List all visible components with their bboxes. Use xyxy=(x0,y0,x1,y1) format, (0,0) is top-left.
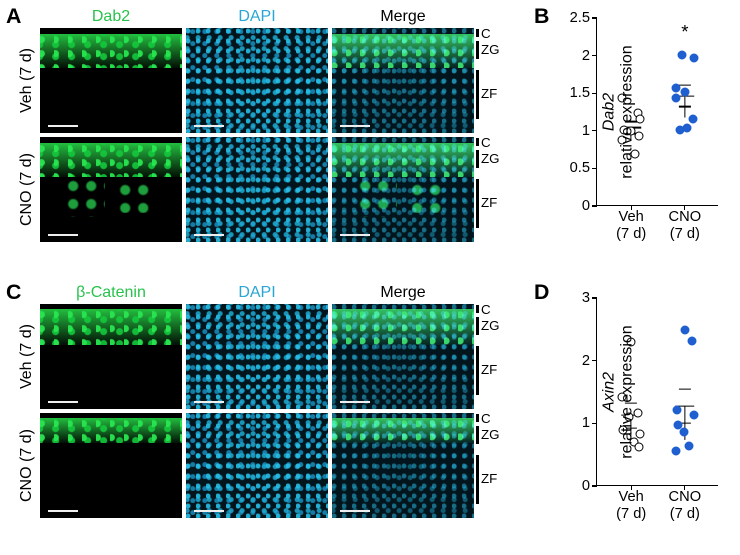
panel-label-B: B xyxy=(534,4,549,29)
micrograph-merge xyxy=(332,413,474,518)
y-tick-label: 0.5 xyxy=(570,160,590,176)
zone-label: ZG xyxy=(476,424,500,447)
micrograph-green xyxy=(40,137,182,242)
data-point xyxy=(675,125,684,134)
plot-D: 0123Veh (7 d)CNO (7 d)Axin2relative expr… xyxy=(596,298,718,486)
y-tick-label: 3 xyxy=(582,290,590,306)
zone-label: ZF xyxy=(476,447,500,512)
zone-label: C xyxy=(476,413,500,424)
micrograph-dapi xyxy=(186,304,328,409)
figure-root: ADab2DAPIMergeVeh (7 d)CZGZFCNO (7 d)CZG… xyxy=(0,0,740,555)
data-point xyxy=(636,429,645,438)
data-point xyxy=(672,405,681,414)
scale-bar xyxy=(194,401,224,403)
micrograph-row: Veh (7 d)CZGZF xyxy=(18,28,474,133)
row-label: CNO (7 d) xyxy=(18,137,36,242)
panel-label-D: D xyxy=(534,280,549,305)
micrograph-dapi xyxy=(186,413,328,518)
zone-label: ZF xyxy=(476,338,500,403)
col-label: Merge xyxy=(332,284,474,302)
zone-labels: CZGZF xyxy=(476,304,500,409)
micrograph-green xyxy=(40,304,182,409)
micrograph-row: Veh (7 d)CZGZF xyxy=(18,304,474,409)
micrograph-dapi xyxy=(186,137,328,242)
data-point xyxy=(671,94,680,103)
x-tick-label: CNO (7 d) xyxy=(669,205,702,243)
row-label: CNO (7 d) xyxy=(18,413,36,518)
data-point xyxy=(689,114,698,123)
scale-bar xyxy=(340,234,370,236)
scale-bar xyxy=(48,125,78,127)
scale-bar xyxy=(340,510,370,512)
col-label: Dab2 xyxy=(40,8,182,26)
micrograph-green xyxy=(40,413,182,518)
x-tick-label: Veh (7 d) xyxy=(616,205,646,243)
micrograph-dapi xyxy=(186,28,328,133)
zone-label: C xyxy=(476,28,500,39)
micrograph-merge xyxy=(332,137,474,242)
micrograph-col-headers: Dab2DAPIMerge xyxy=(18,8,474,26)
micrograph-green xyxy=(40,28,182,133)
data-point xyxy=(636,115,645,124)
micrograph-merge xyxy=(332,28,474,133)
data-point xyxy=(680,427,689,436)
scale-bar xyxy=(48,510,78,512)
y-tick-label: 1 xyxy=(582,415,590,431)
scale-bar xyxy=(48,234,78,236)
error-cap xyxy=(679,106,691,107)
row-label: Veh (7 d) xyxy=(18,304,36,409)
data-point xyxy=(689,410,698,419)
scale-bar xyxy=(194,125,224,127)
error-cap xyxy=(679,85,691,86)
data-point xyxy=(680,88,689,97)
micrograph-row: CNO (7 d)CZGZF xyxy=(18,137,474,242)
y-tick-label: 2 xyxy=(582,48,590,64)
significance-marker: * xyxy=(681,21,688,43)
micrograph-block-C: β-CateninDAPIMergeVeh (7 d)CZGZFCNO (7 d… xyxy=(18,284,474,518)
zone-label: C xyxy=(476,304,500,315)
zone-label: ZG xyxy=(476,39,500,62)
data-point xyxy=(678,50,687,59)
data-point xyxy=(687,336,696,345)
data-point xyxy=(680,325,689,334)
x-tick-label: CNO (7 d) xyxy=(669,485,702,523)
scale-bar xyxy=(194,234,224,236)
y-tick-label: 2 xyxy=(582,353,590,369)
y-tick-label: 1 xyxy=(582,123,590,139)
col-label: β-Catenin xyxy=(40,284,182,302)
col-label: Merge xyxy=(332,8,474,26)
zone-label: ZF xyxy=(476,62,500,127)
zone-label: ZG xyxy=(476,315,500,338)
scale-bar xyxy=(194,510,224,512)
micrograph-block-A: Dab2DAPIMerge Veh (7 d)CZGZFCNO (7 d)CZGZ… xyxy=(18,8,474,242)
y-axis-label: Axin2relative expression xyxy=(601,325,637,458)
zone-label: ZF xyxy=(476,171,500,236)
col-label: DAPI xyxy=(186,8,328,26)
zone-label: ZG xyxy=(476,148,500,171)
x-tick-label: Veh (7 d) xyxy=(616,485,646,523)
y-tick-label: 0 xyxy=(582,198,590,214)
data-point xyxy=(684,442,693,451)
micrograph-col-headers: β-CateninDAPIMerge xyxy=(18,284,474,302)
scale-bar xyxy=(340,125,370,127)
y-axis-label: Dab2relative expression xyxy=(601,45,637,178)
micrograph-merge xyxy=(332,304,474,409)
row-label: Veh (7 d) xyxy=(18,28,36,133)
micrograph-row: CNO (7 d)CZGZF xyxy=(18,413,474,518)
y-tick-label: 0 xyxy=(582,478,590,494)
error-cap xyxy=(679,389,691,390)
scale-bar xyxy=(340,401,370,403)
zone-labels: CZGZF xyxy=(476,137,500,242)
scale-bar xyxy=(48,401,78,403)
y-tick-label: 1.5 xyxy=(570,85,590,101)
zone-labels: CZGZF xyxy=(476,413,500,518)
zone-label: C xyxy=(476,137,500,148)
col-label: DAPI xyxy=(186,284,328,302)
plot-B: 00.511.522.5Veh (7 d)CNO (7 d)*Dab2relat… xyxy=(596,18,718,206)
data-point xyxy=(671,446,680,455)
zone-labels: CZGZF xyxy=(476,28,500,133)
data-point xyxy=(689,54,698,63)
y-tick-label: 2.5 xyxy=(570,10,590,26)
